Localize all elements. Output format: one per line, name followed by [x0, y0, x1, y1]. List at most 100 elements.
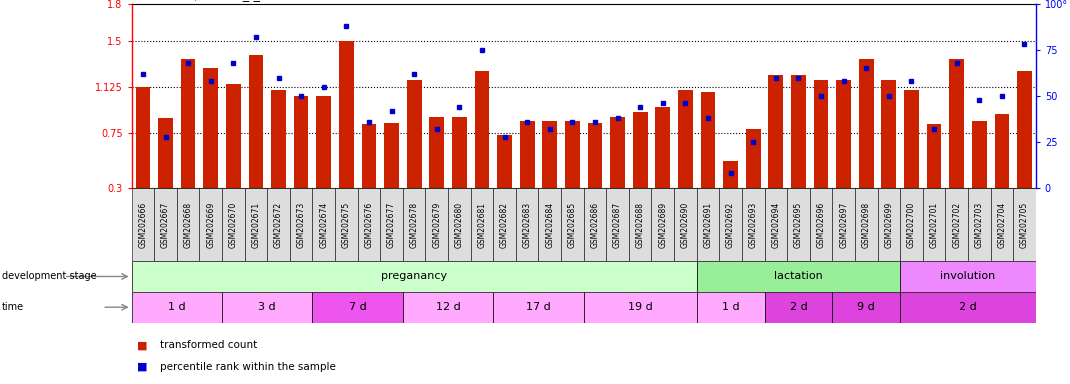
Text: GSM202669: GSM202669 — [207, 202, 215, 248]
Bar — [542, 121, 557, 188]
Bar — [837, 80, 851, 188]
Bar — [538, 188, 561, 261]
Text: GSM202691: GSM202691 — [703, 202, 713, 248]
Text: transformed count: transformed count — [160, 340, 258, 350]
Text: GSM202681: GSM202681 — [477, 202, 487, 248]
Text: GSM202699: GSM202699 — [884, 202, 893, 248]
Bar — [813, 80, 828, 188]
Bar — [972, 121, 987, 188]
Bar — [335, 188, 357, 261]
Text: GSM202701: GSM202701 — [930, 202, 938, 248]
Bar — [904, 90, 919, 188]
Text: GSM202679: GSM202679 — [432, 202, 441, 248]
Bar — [339, 41, 354, 188]
Text: GSM202676: GSM202676 — [365, 202, 373, 248]
Text: 17 d: 17 d — [526, 302, 551, 312]
Bar — [587, 123, 602, 188]
Text: 1 d: 1 d — [722, 302, 739, 312]
Bar — [656, 107, 670, 188]
Text: GSM202692: GSM202692 — [727, 202, 735, 248]
Bar — [132, 261, 697, 292]
Bar — [949, 59, 964, 188]
Bar — [697, 188, 719, 261]
Text: GSM202703: GSM202703 — [975, 202, 983, 248]
Bar — [697, 261, 900, 292]
Bar — [429, 117, 444, 188]
Bar — [561, 188, 584, 261]
Text: 3 d: 3 d — [259, 302, 276, 312]
Bar — [136, 88, 150, 188]
Bar — [203, 68, 218, 188]
Bar — [882, 80, 897, 188]
Text: time: time — [2, 302, 25, 312]
Text: GSM202695: GSM202695 — [794, 202, 802, 248]
Bar — [290, 188, 312, 261]
Bar — [723, 161, 738, 188]
Bar — [810, 188, 832, 261]
Bar — [312, 292, 403, 323]
Bar — [493, 188, 516, 261]
Bar — [245, 188, 268, 261]
Bar — [610, 117, 625, 188]
Bar — [584, 292, 697, 323]
Bar — [765, 292, 832, 323]
Bar — [268, 188, 290, 261]
Bar — [403, 292, 493, 323]
Bar — [768, 75, 783, 188]
Bar — [493, 292, 584, 323]
Bar — [248, 55, 263, 188]
Text: 7 d: 7 d — [349, 302, 367, 312]
Text: GSM202693: GSM202693 — [749, 202, 758, 248]
Text: 12 d: 12 d — [435, 302, 460, 312]
Text: GSM202680: GSM202680 — [455, 202, 464, 248]
Text: GSM202697: GSM202697 — [839, 202, 849, 248]
Bar — [1013, 188, 1036, 261]
Text: GSM202682: GSM202682 — [500, 202, 509, 248]
Text: development stage: development stage — [2, 271, 96, 281]
Bar — [742, 188, 764, 261]
Bar — [652, 188, 674, 261]
Bar — [226, 84, 241, 188]
Bar — [697, 292, 764, 323]
Bar — [991, 188, 1013, 261]
Bar — [362, 124, 377, 188]
Bar — [719, 188, 742, 261]
Text: 9 d: 9 d — [857, 302, 875, 312]
Bar — [312, 188, 335, 261]
Bar — [199, 188, 223, 261]
Text: GSM202685: GSM202685 — [568, 202, 577, 248]
Text: GSM202668: GSM202668 — [184, 202, 193, 248]
Text: GSM202689: GSM202689 — [658, 202, 668, 248]
Text: GSM202671: GSM202671 — [251, 202, 260, 248]
Text: GSM202696: GSM202696 — [816, 202, 826, 248]
Text: GSM202702: GSM202702 — [952, 202, 961, 248]
Text: GSM202670: GSM202670 — [229, 202, 238, 248]
Text: lactation: lactation — [774, 271, 823, 281]
Bar — [855, 188, 877, 261]
Text: GSM202705: GSM202705 — [1020, 202, 1029, 248]
Bar — [294, 96, 308, 188]
Bar — [765, 188, 788, 261]
Bar — [791, 75, 806, 188]
Bar — [746, 129, 761, 188]
Bar — [357, 188, 380, 261]
Bar — [701, 92, 716, 188]
Bar — [475, 71, 489, 188]
Bar — [968, 188, 991, 261]
Bar — [927, 124, 942, 188]
Text: involution: involution — [941, 271, 995, 281]
Text: GSM202690: GSM202690 — [681, 202, 690, 248]
Bar — [629, 188, 652, 261]
Bar — [678, 90, 692, 188]
Bar — [403, 188, 426, 261]
Bar — [384, 123, 399, 188]
Text: percentile rank within the sample: percentile rank within the sample — [160, 362, 336, 372]
Bar — [471, 188, 493, 261]
Bar — [900, 188, 922, 261]
Bar — [832, 292, 900, 323]
Bar — [223, 292, 312, 323]
Bar — [900, 292, 1036, 323]
Text: 2 d: 2 d — [790, 302, 807, 312]
Bar — [132, 188, 154, 261]
Bar — [426, 188, 448, 261]
